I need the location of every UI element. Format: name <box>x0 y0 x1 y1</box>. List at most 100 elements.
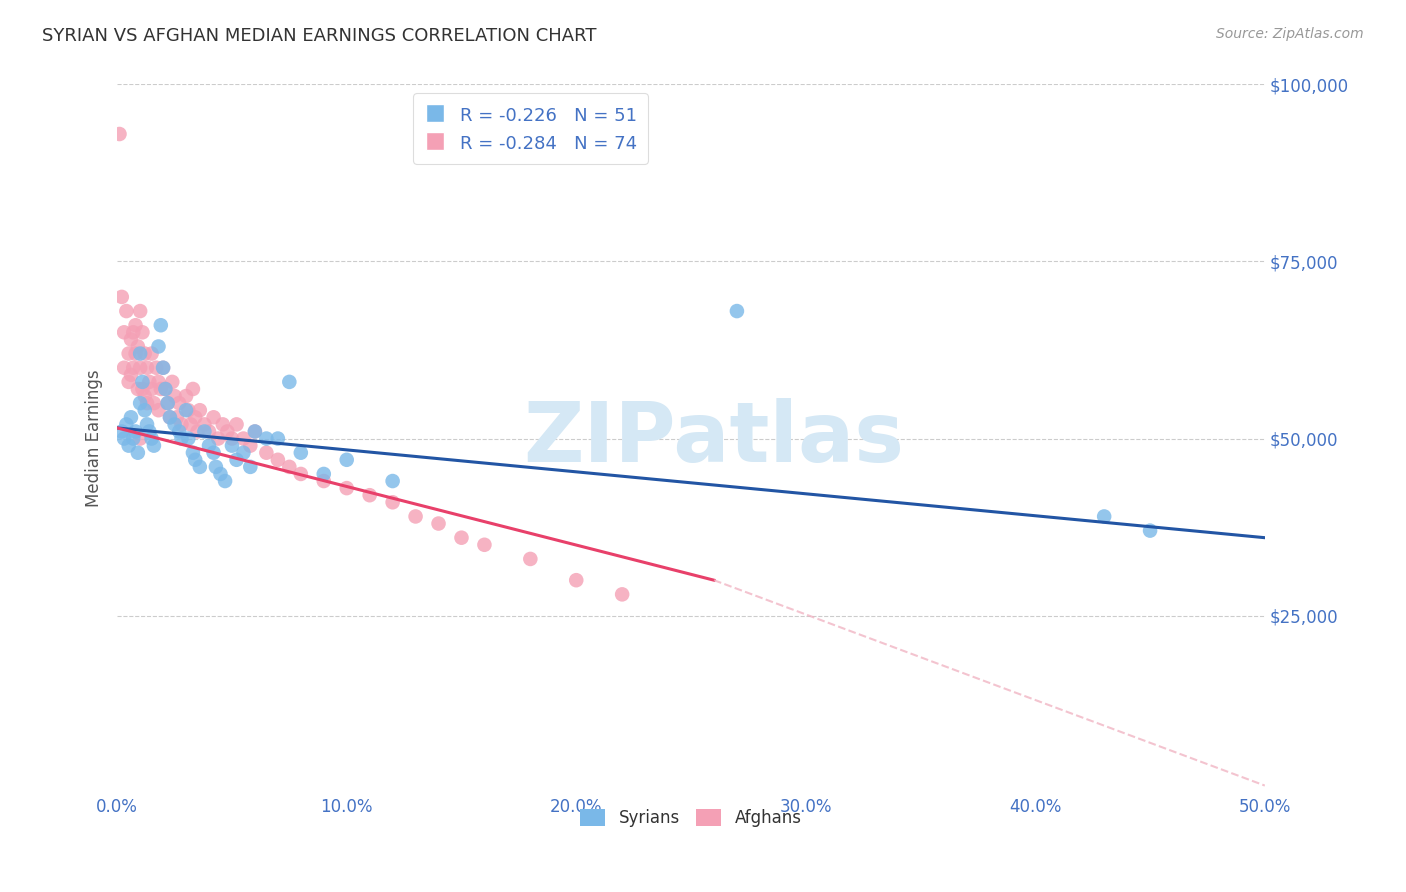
Point <box>108 127 131 141</box>
Point <box>381 474 404 488</box>
Point <box>112 360 135 375</box>
Point <box>565 573 588 587</box>
Point <box>122 326 145 340</box>
Point <box>207 432 229 446</box>
Point <box>122 360 145 375</box>
Point <box>474 538 496 552</box>
Point <box>142 439 165 453</box>
Point <box>427 516 450 531</box>
Point <box>136 360 159 375</box>
Y-axis label: Median Earnings: Median Earnings <box>86 370 103 508</box>
Text: SYRIAN VS AFGHAN MEDIAN EARNINGS CORRELATION CHART: SYRIAN VS AFGHAN MEDIAN EARNINGS CORRELA… <box>42 27 596 45</box>
Point <box>129 304 152 318</box>
Point <box>221 432 243 446</box>
Point <box>145 360 167 375</box>
Point <box>181 446 204 460</box>
Point <box>1139 524 1161 538</box>
Point <box>112 432 135 446</box>
Point <box>163 417 186 432</box>
Point <box>118 439 141 453</box>
Point <box>278 459 301 474</box>
Point <box>336 481 359 495</box>
Point <box>129 432 152 446</box>
Point <box>134 389 156 403</box>
Point <box>174 403 197 417</box>
Point <box>381 495 404 509</box>
Point <box>198 439 221 453</box>
Point <box>141 432 163 446</box>
Text: Source: ZipAtlas.com: Source: ZipAtlas.com <box>1216 27 1364 41</box>
Point <box>129 396 152 410</box>
Point <box>243 425 266 439</box>
Point <box>170 417 193 432</box>
Point <box>148 403 170 417</box>
Point <box>138 425 160 439</box>
Point <box>221 439 243 453</box>
Point <box>177 432 200 446</box>
Point <box>336 452 359 467</box>
Point <box>162 375 184 389</box>
Point <box>167 425 190 439</box>
Point <box>450 531 472 545</box>
Point <box>124 318 146 333</box>
Point <box>198 425 221 439</box>
Point <box>205 459 228 474</box>
Point <box>111 425 134 439</box>
Point <box>225 417 247 432</box>
Point <box>610 587 633 601</box>
Point <box>112 326 135 340</box>
Point <box>312 467 335 481</box>
Point <box>131 382 153 396</box>
Point <box>120 410 142 425</box>
Point <box>124 346 146 360</box>
Point <box>217 425 239 439</box>
Point <box>122 432 145 446</box>
Point <box>149 382 172 396</box>
Point <box>254 446 277 460</box>
Point <box>152 360 174 375</box>
Point <box>159 410 181 425</box>
Point <box>148 375 170 389</box>
Point <box>177 403 200 417</box>
Point <box>131 326 153 340</box>
Point <box>127 446 149 460</box>
Point <box>115 417 138 432</box>
Text: ZIPatlas: ZIPatlas <box>523 398 904 479</box>
Point <box>214 474 236 488</box>
Point <box>725 304 748 318</box>
Point <box>129 346 152 360</box>
Point <box>180 417 202 432</box>
Point <box>188 459 211 474</box>
Point <box>202 410 225 425</box>
Point <box>152 360 174 375</box>
Point <box>141 382 163 396</box>
Point <box>181 382 204 396</box>
Point <box>111 290 134 304</box>
Point <box>138 375 160 389</box>
Point <box>159 410 181 425</box>
Point <box>1092 509 1115 524</box>
Point <box>155 382 177 396</box>
Point <box>267 432 290 446</box>
Point <box>188 403 211 417</box>
Point <box>405 509 427 524</box>
Point <box>267 452 290 467</box>
Point <box>127 382 149 396</box>
Legend: Syrians, Afghans: Syrians, Afghans <box>574 803 808 834</box>
Point <box>312 474 335 488</box>
Point <box>120 332 142 346</box>
Point <box>225 452 247 467</box>
Point <box>184 410 207 425</box>
Point <box>142 396 165 410</box>
Point <box>131 375 153 389</box>
Point <box>359 488 381 502</box>
Point <box>129 360 152 375</box>
Point <box>127 339 149 353</box>
Point <box>167 396 190 410</box>
Point <box>118 375 141 389</box>
Point <box>243 425 266 439</box>
Point <box>239 459 262 474</box>
Point <box>209 467 232 481</box>
Point <box>141 346 163 360</box>
Point <box>155 382 177 396</box>
